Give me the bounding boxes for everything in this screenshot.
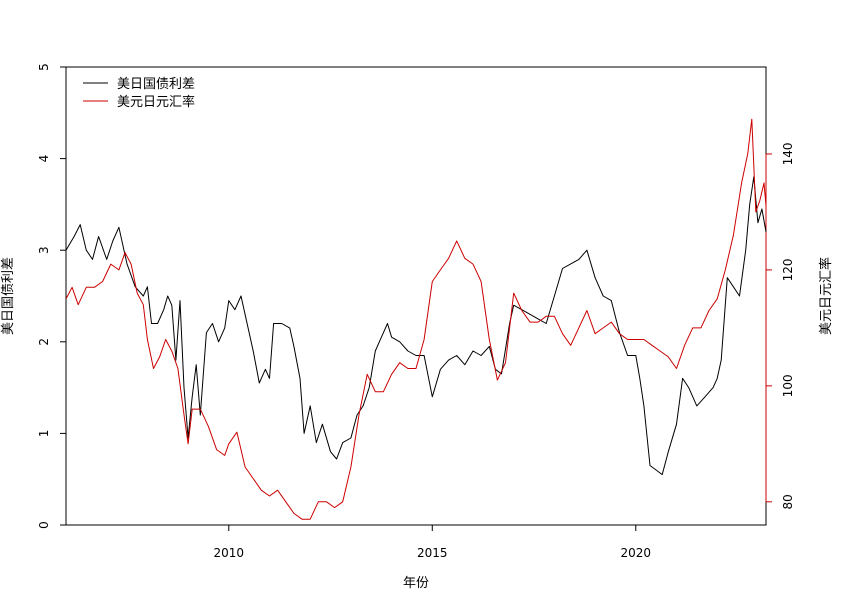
y-left-tick-label-0: 0 — [37, 521, 51, 529]
series-layer — [65, 118, 767, 520]
y-axis-left: 0 1 2 3 4 5 — [37, 63, 66, 529]
y-axis-right-title: 美元日元汇率 — [818, 257, 834, 335]
y-right-tick-label-2: 120 — [781, 258, 795, 281]
y-right-tick-label-1: 100 — [781, 374, 795, 397]
y-right-tick-label-3: 140 — [781, 143, 795, 166]
x-tick-label-2: 2020 — [620, 546, 651, 560]
y-left-tick-label-2: 2 — [37, 338, 51, 346]
y-axis-left-title: 美日国债利差 — [1, 257, 16, 335]
y-left-tick-label-1: 1 — [37, 430, 51, 438]
y-left-tick-label-5: 5 — [37, 63, 51, 71]
series-line-usd-jpy — [65, 118, 767, 520]
legend: 美日国债利差 美元日元汇率 — [83, 77, 195, 110]
plot-frame — [65, 66, 767, 526]
x-axis-title: 年份 — [403, 576, 429, 591]
x-axis: 2010 2015 2020 — [214, 525, 651, 560]
y-axis-right: 80 100 120 140 — [765, 143, 795, 509]
series-line-yield-spread — [65, 176, 767, 476]
x-tick-label-0: 2010 — [214, 546, 245, 560]
y-left-tick-label-3: 3 — [37, 246, 51, 254]
y-left-tick-label-4: 4 — [37, 155, 51, 163]
legend-label-spread: 美日国债利差 — [117, 77, 195, 92]
y-right-tick-label-0: 80 — [781, 494, 795, 509]
x-tick-label-1: 2015 — [417, 546, 448, 560]
legend-label-fx: 美元日元汇率 — [117, 94, 195, 110]
